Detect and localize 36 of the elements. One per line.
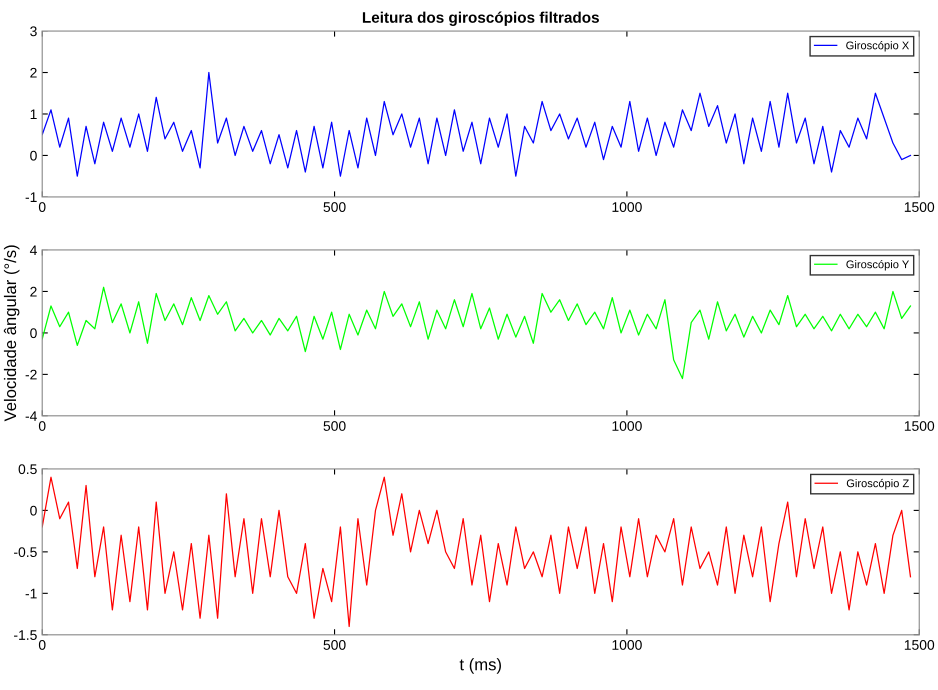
line-series [42,286,912,380]
x-tick-label: 1500 [904,421,934,431]
y-tick-label: 0.5 [18,464,37,474]
x-tick-label: 500 [324,202,346,212]
y-tick-label: -1 [26,588,37,598]
line-series [42,72,912,177]
legend-label: Giroscópio Y [846,260,909,270]
legend-label: Giroscópio Z [846,478,909,490]
line-series [42,476,912,628]
x-tick-label: 0 [38,640,46,650]
x-tick-label: 0 [38,202,46,212]
y-tick-label: 0 [30,506,37,516]
y-tick-label: -1 [26,192,37,202]
y-tick-label: 3 [30,26,37,36]
y-tick-label: 4 [30,245,37,256]
x-axis-title: t (ms) [460,658,501,674]
y-tick-label: -0.5 [14,547,37,558]
y-tick-label: 2 [30,68,37,78]
x-tick-label: 500 [324,421,346,431]
legend-label: Giroscópio X [846,41,910,52]
y-axis-title: Velocidade ângular (°/s) [4,245,20,422]
y-tick-label: -1.5 [14,630,37,640]
y-tick-label: -2 [26,370,37,380]
y-tick-label: 2 [30,286,37,296]
x-tick-label: 1000 [612,421,642,431]
x-tick-label: 1000 [612,202,642,212]
y-tick-label: -4 [26,411,37,421]
chart-title: Leitura dos giroscópios filtrados [362,12,599,26]
x-tick-label: 500 [324,640,346,650]
x-tick-label: 1500 [904,202,934,212]
y-tick-label: 0 [30,328,37,338]
x-tick-label: 1500 [904,640,934,650]
y-tick-label: 1 [30,109,37,120]
x-tick-label: 0 [38,421,46,431]
y-tick-label: 0 [30,150,37,161]
x-tick-label: 1000 [612,640,642,650]
